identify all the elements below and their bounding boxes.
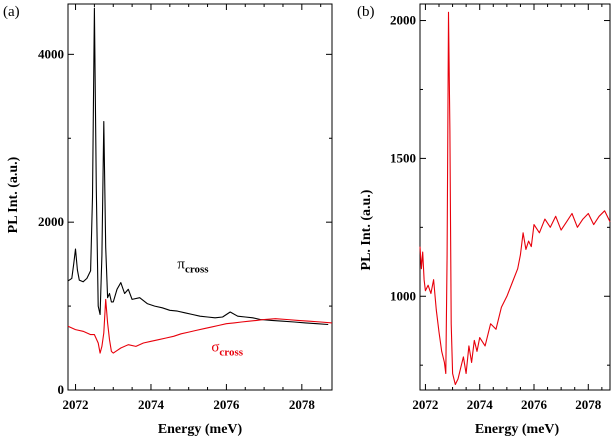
panel-b-x-tick-label: 2072 (412, 397, 438, 412)
panel-a-x-axis-label: Energy (meV) (158, 422, 243, 437)
panel-b-y-tick-label: 2000 (390, 13, 416, 28)
panel-a-series-0-line (67, 7, 329, 326)
panel-a-y-tick-label: 4000 (38, 46, 64, 61)
panel-a-y-tick-label: 0 (58, 382, 65, 397)
panel-a-frame (67, 3, 333, 391)
panel-b-label: (b) (357, 4, 375, 20)
panel-a-ticks: 2072 2074 2076 2078 0 2000 4000 (38, 4, 332, 412)
panel-b-x-axis-label: Energy (meV) (475, 422, 560, 437)
panel-a-series-0-label: πcross (177, 256, 209, 275)
panel-b-frame (419, 3, 611, 391)
panel-b: (b) 2072 2074 2076 2078 1000 1500 2000 Energy … (357, 3, 611, 437)
panel-a-y-axis-label: PL Int. (a.u.) (6, 156, 21, 233)
panel-a-series-1-line (67, 298, 333, 354)
panel-b-x-tick-label: 2074 (467, 397, 494, 412)
series-label-symbol: σ (211, 339, 219, 355)
panel-a-y-tick-label: 2000 (38, 214, 64, 229)
series-label-symbol: π (177, 256, 185, 272)
panel-a-x-tick-label: 2074 (138, 397, 165, 412)
panel-b-x-tick-label: 2078 (575, 397, 602, 412)
panel-b-series-0-line (419, 11, 611, 386)
panel-b-y-axis-label: PL. Int. (a.u.) (359, 189, 374, 270)
panel-a-series-1-label: σcross (211, 339, 243, 358)
panel-b-x-tick-label: 2076 (521, 397, 548, 412)
panel-b-series (419, 11, 611, 386)
panel-b-ticks: 2072 2074 2076 2078 1000 1500 2000 (390, 4, 610, 412)
panel-a-x-tick-label: 2076 (213, 397, 240, 412)
panel-a-label: (a) (3, 4, 20, 20)
series-label-subscript: cross (219, 346, 243, 358)
series-label-subscript: cross (185, 263, 209, 275)
panel-a-x-tick-label: 2078 (289, 397, 316, 412)
panel-a-x-tick-label: 2072 (63, 397, 89, 412)
panel-b-y-tick-label: 1000 (390, 288, 416, 303)
panel-a-series (67, 7, 333, 354)
panel-b-y-tick-label: 1500 (390, 150, 416, 165)
